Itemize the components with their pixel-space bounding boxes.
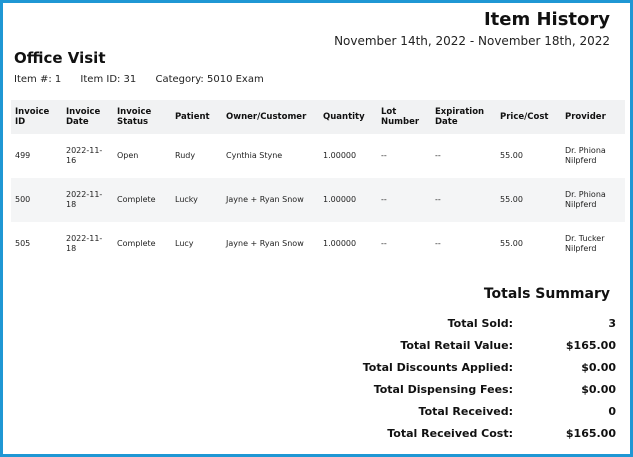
cell-invoice-status: Complete: [113, 178, 171, 222]
cell-lot-number: --: [381, 239, 387, 248]
item-category: Category: 5010 Exam: [155, 74, 264, 85]
col-header-invoice-date: Invoice Date: [62, 100, 113, 134]
cell-provider: Dr. Phiona Nilpferd: [561, 178, 625, 222]
cell-expiration-date: --: [435, 151, 441, 160]
col-header-patient: Patient: [171, 100, 222, 134]
table-row: 500 2022-11-18 Complete Lucky Jayne + Ry…: [11, 178, 625, 222]
section-title: Office Visit: [14, 49, 106, 67]
totals-summary-title: Totals Summary: [483, 286, 610, 302]
col-header-invoice-status: Invoice Status: [113, 100, 171, 134]
table-header-row: Invoice ID Invoice Date Invoice Status P…: [11, 100, 625, 134]
cell-expiration-date: --: [435, 239, 441, 248]
cell-owner-customer: Cynthia Styne: [226, 151, 283, 160]
cell-patient: Lucky: [171, 178, 222, 222]
totals-value: $0.00: [581, 383, 616, 396]
cell-price-cost: 55.00: [496, 178, 561, 222]
col-header-quantity: Quantity: [319, 100, 377, 134]
totals-label: Total Received:: [418, 405, 513, 418]
col-header-lot-number: Lot Number: [377, 100, 431, 134]
totals-label: Total Dispensing Fees:: [373, 383, 513, 396]
totals-row-total-discounts: Total Discounts Applied: $0.00: [303, 357, 616, 379]
cell-provider: Dr. Phiona Nilpferd: [565, 146, 606, 165]
totals-row-total-dispensing-fees: Total Dispensing Fees: $0.00: [303, 379, 616, 401]
totals-row-total-retail-value: Total Retail Value: $165.00: [303, 335, 616, 357]
totals-summary: Total Sold: 3 Total Retail Value: $165.0…: [303, 313, 616, 445]
cell-invoice-status: Complete: [117, 239, 156, 248]
cell-patient: Rudy: [175, 151, 196, 160]
cell-expiration-date: --: [431, 178, 496, 222]
cell-quantity: 1.00000: [323, 239, 357, 248]
cell-invoice-id: 500: [11, 178, 62, 222]
cell-patient: Lucy: [175, 239, 194, 248]
table-row: 499 2022-11-16 Open Rudy Cynthia Styne 1…: [11, 134, 625, 178]
cell-price-cost: 55.00: [500, 151, 523, 160]
cell-price-cost: 55.00: [500, 239, 523, 248]
date-range: November 14th, 2022 - November 18th, 202…: [334, 34, 610, 48]
col-header-expiration-date: Expiration Date: [431, 100, 496, 134]
cell-owner-customer: Jayne + Ryan Snow: [226, 239, 304, 248]
totals-value: 0: [608, 405, 616, 418]
item-number: Item #: 1: [14, 74, 62, 85]
col-header-price-cost: Price/Cost: [496, 100, 561, 134]
col-header-invoice-id: Invoice ID: [11, 100, 62, 134]
cell-invoice-status: Open: [117, 151, 139, 160]
col-header-owner-customer: Owner/Customer: [222, 100, 319, 134]
totals-row-total-received-cost: Total Received Cost: $165.00: [303, 423, 616, 445]
totals-label: Total Retail Value:: [400, 339, 513, 352]
cell-provider: Dr. Tucker Nilpferd: [565, 234, 605, 253]
cell-lot-number: --: [377, 178, 431, 222]
totals-row-total-received: Total Received: 0: [303, 401, 616, 423]
totals-label: Total Discounts Applied:: [362, 361, 513, 374]
totals-row-total-sold: Total Sold: 3: [303, 313, 616, 335]
table-row: 505 2022-11-18 Complete Lucy Jayne + Rya…: [11, 222, 625, 266]
cell-invoice-date: 2022-11-16: [66, 146, 103, 165]
cell-invoice-date: 2022-11-18: [66, 234, 103, 253]
totals-value: $165.00: [565, 339, 616, 352]
cell-quantity: 1.00000: [319, 178, 377, 222]
cell-lot-number: --: [381, 151, 387, 160]
totals-value: $165.00: [565, 427, 616, 440]
totals-label: Total Sold:: [447, 317, 513, 330]
history-table: Invoice ID Invoice Date Invoice Status P…: [11, 100, 625, 266]
cell-invoice-id: 499: [15, 151, 31, 160]
item-id: Item ID: 31: [80, 74, 137, 85]
cell-invoice-id: 505: [15, 239, 31, 248]
cell-invoice-date: 2022-11-18: [62, 178, 113, 222]
totals-label: Total Received Cost:: [387, 427, 513, 440]
col-header-provider: Provider: [561, 100, 625, 134]
report-title: Item History: [483, 9, 610, 30]
totals-value: $0.00: [581, 361, 616, 374]
cell-quantity: 1.00000: [323, 151, 357, 160]
totals-value: 3: [608, 317, 616, 330]
item-meta: Item #: 1 Item ID: 31 Category: 5010 Exa…: [14, 74, 280, 85]
cell-owner-customer: Jayne + Ryan Snow: [222, 178, 319, 222]
